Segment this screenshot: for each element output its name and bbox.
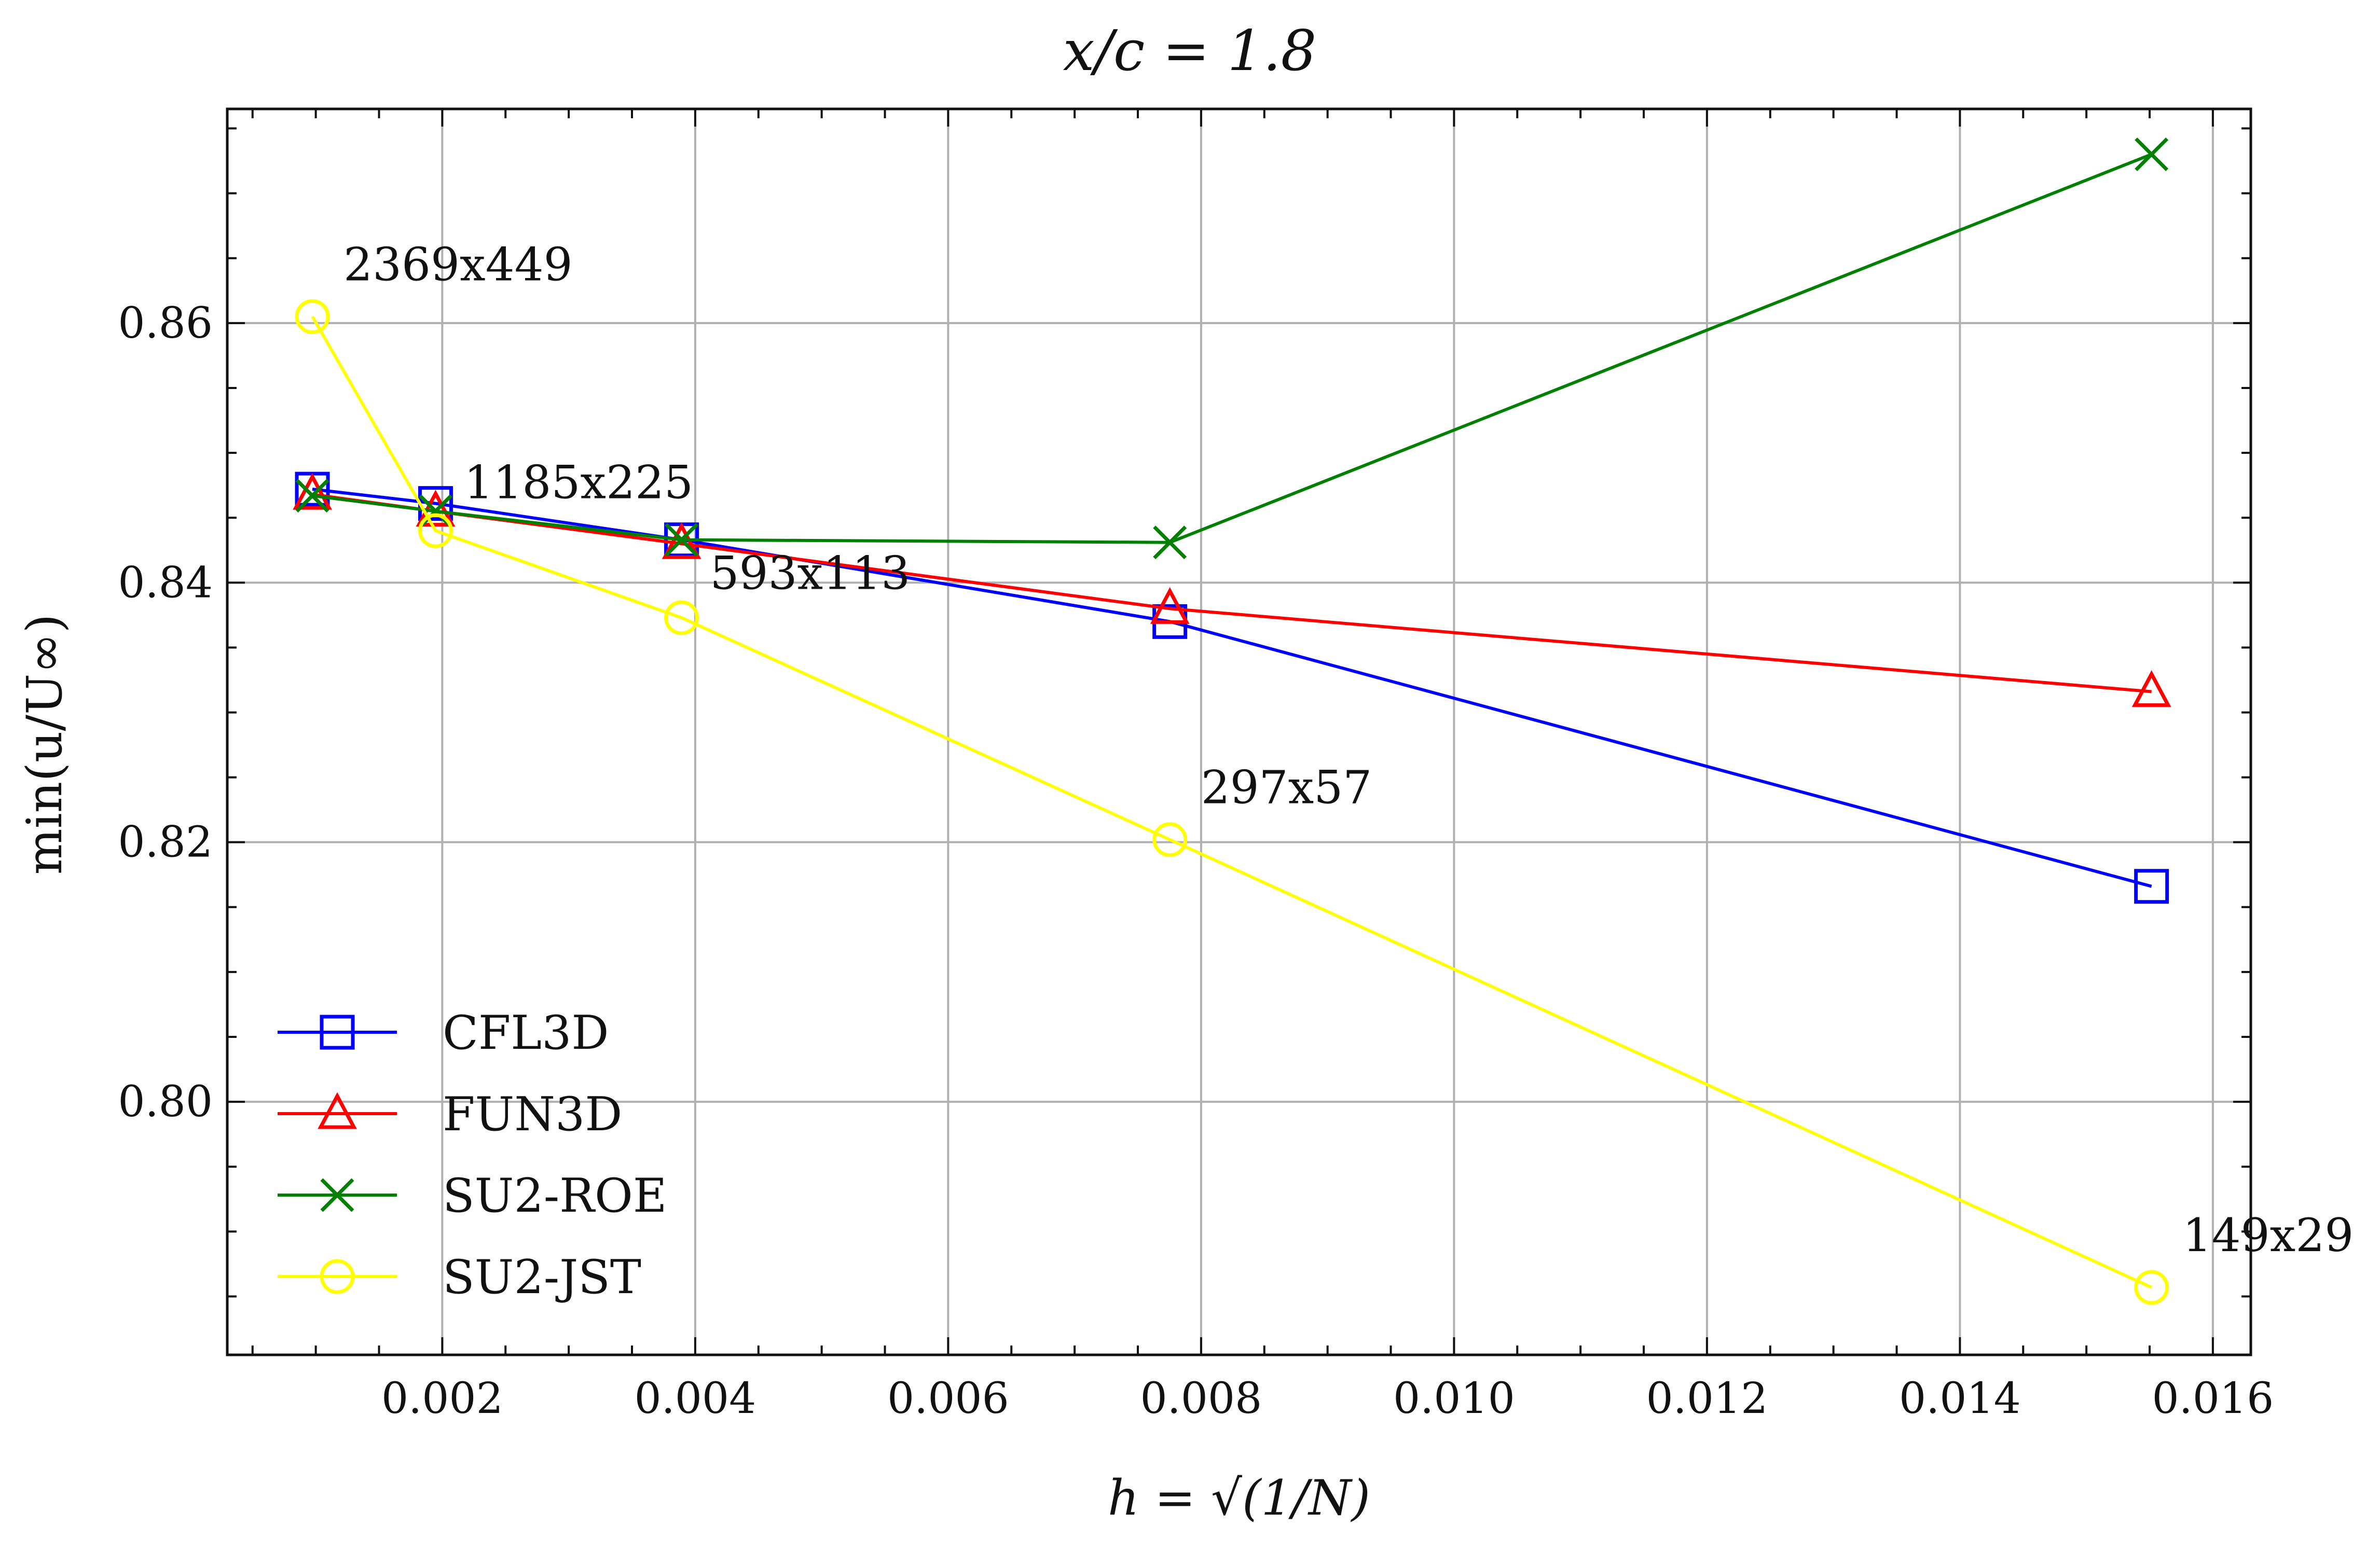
legend-marker — [320, 1015, 355, 1050]
data-point — [418, 513, 453, 548]
series-layer — [293, 137, 2171, 1305]
x-tick-label: 0.002 — [381, 1374, 503, 1423]
legend-marker-stroke — [320, 1178, 354, 1212]
data-point — [665, 523, 699, 557]
data-point — [2135, 137, 2169, 172]
point-annotation: 2369x449 — [343, 238, 573, 291]
chart-title: x/c = 1.8 — [1063, 19, 1317, 84]
legend: CFL3D FUN3D SU2-ROE SU2-JST — [278, 1006, 667, 1305]
data-point — [664, 600, 699, 635]
data-point — [1153, 525, 1187, 560]
data-point — [662, 522, 701, 559]
data-point — [2134, 1270, 2169, 1305]
x-tick-label: 0.008 — [1140, 1374, 1262, 1423]
x-tick-label: 0.006 — [887, 1374, 1009, 1423]
data-point — [295, 479, 329, 513]
series-su2-jst — [295, 299, 2169, 1305]
x-tick-label: 0.010 — [1393, 1374, 1515, 1423]
legend-label: FUN3D — [443, 1087, 622, 1142]
y-axis-label: min(u/U∞) — [17, 614, 73, 875]
grid-lines — [227, 109, 2251, 1355]
point-annotation: 297x57 — [1201, 761, 1372, 814]
axis-ticks — [227, 109, 2251, 1355]
x-tick-label: 0.016 — [2152, 1374, 2274, 1423]
point-annotation: 593x113 — [710, 547, 911, 600]
legend-entry: SU2-ROE — [278, 1169, 667, 1223]
legend-label: CFL3D — [443, 1006, 609, 1060]
data-point — [295, 299, 330, 334]
legend-label: SU2-JST — [443, 1250, 641, 1305]
y-tick-label: 0.82 — [118, 818, 213, 867]
data-point — [1152, 822, 1188, 857]
data-point-stroke — [295, 479, 329, 513]
y-tick-label: 0.80 — [118, 1077, 213, 1127]
data-point-stroke — [665, 523, 699, 557]
tick-labels: 0.002 0.004 0.006 0.008 0.010 0.012 0.014 0.016… — [118, 299, 2274, 1423]
x-axis-label: h = √(1/N) — [1108, 1470, 1370, 1527]
point-annotation: 1185x225 — [464, 456, 693, 509]
legend-entry: CFL3D — [278, 1006, 609, 1060]
series-line — [311, 315, 2152, 1289]
data-point — [1150, 587, 1190, 624]
data-point — [2134, 869, 2169, 904]
legend-entry: FUN3D — [278, 1087, 622, 1142]
legend-marker — [320, 1178, 354, 1212]
x-tick-label: 0.012 — [1646, 1374, 1768, 1423]
data-point — [2131, 670, 2171, 707]
data-point-stroke — [2135, 137, 2169, 172]
legend-entry: SU2-JST — [278, 1250, 641, 1305]
legend-label: SU2-ROE — [443, 1169, 667, 1223]
y-tick-label: 0.86 — [118, 299, 213, 348]
x-tick-label: 0.004 — [635, 1374, 756, 1423]
y-tick-label: 0.84 — [118, 558, 213, 607]
data-point-stroke — [1153, 525, 1187, 560]
plot-frame — [226, 107, 2252, 1356]
legend-marker — [318, 1092, 357, 1129]
legend-marker — [320, 1259, 355, 1294]
x-tick-label: 0.014 — [1899, 1374, 2021, 1423]
point-annotation: 149x29 — [2183, 1209, 2354, 1262]
data-point — [293, 473, 332, 510]
point-annotations: 2369x449 1185x225 593x113 297x57 149x29 — [343, 238, 2354, 1262]
